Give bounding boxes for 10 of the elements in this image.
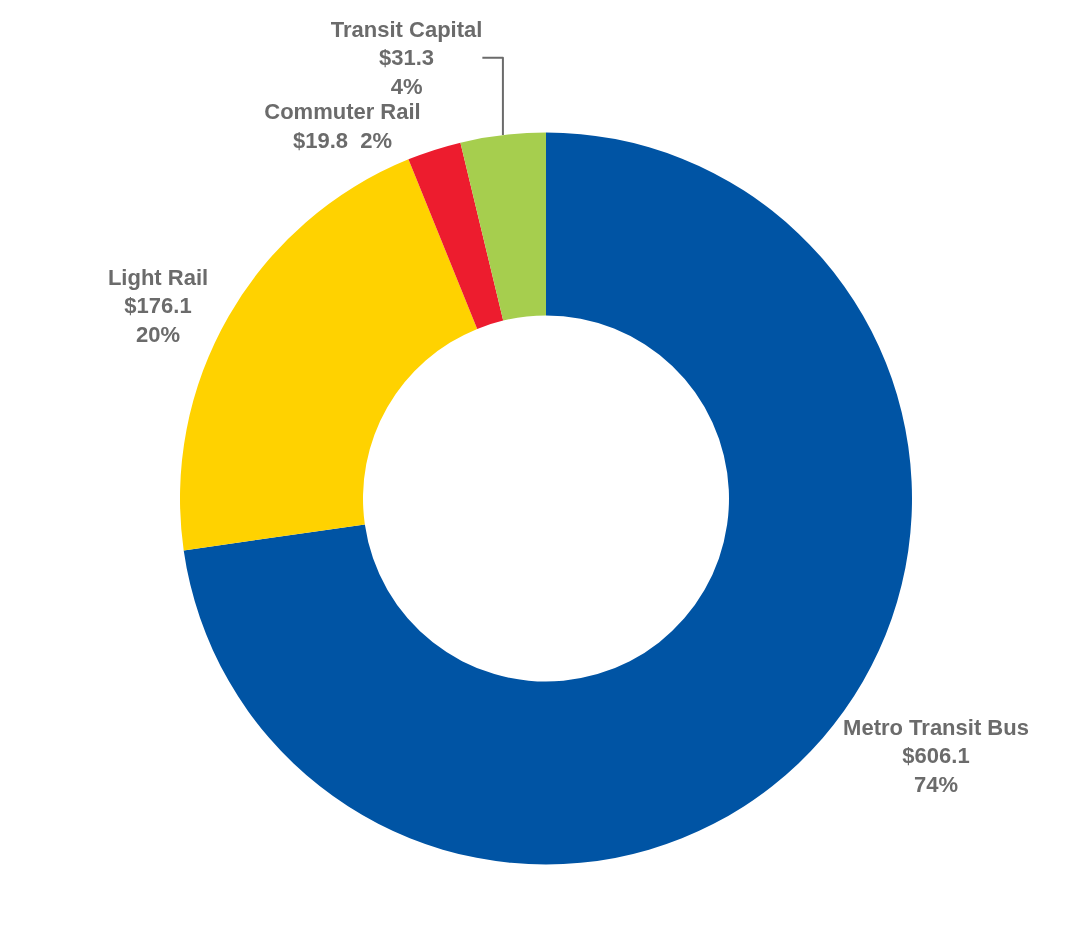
- slice-label: Commuter Rail: [264, 98, 421, 124]
- slice-label: Transit Capital: [330, 16, 483, 42]
- data-label: $606.1 74%: [902, 743, 970, 797]
- donut-slice: [408, 142, 504, 329]
- data-label: $176.1 20%: [124, 293, 192, 348]
- donut-slice: [460, 132, 546, 321]
- slice-label: Light Rail: [107, 264, 209, 290]
- data-label: $31.3 4%: [379, 45, 435, 99]
- slice-label: Metro Transit Bus: [843, 714, 1029, 740]
- data-label: $19.8 2%: [292, 127, 393, 153]
